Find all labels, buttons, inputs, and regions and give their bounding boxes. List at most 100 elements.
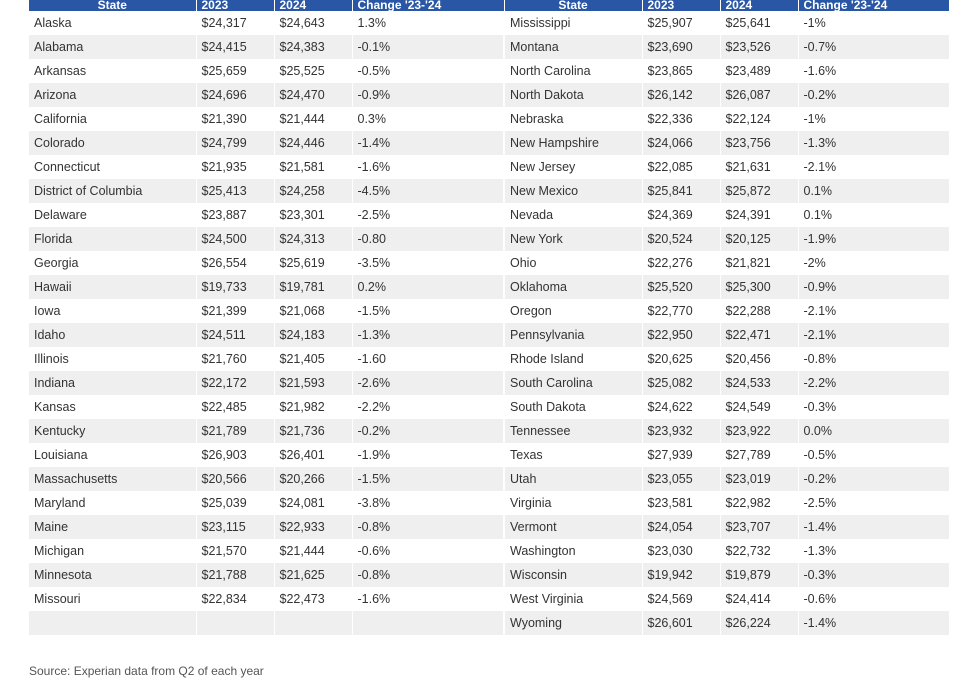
table-row: Michigan $21,570 $21,444 -0.6% Washington $23… (29, 539, 950, 563)
cell-y2023-right: $22,085 (642, 155, 721, 179)
cell-y2024-right: $21,631 (720, 155, 799, 179)
table-row: Arizona $24,696 $24,470 -0.9% North Dakota $2… (29, 83, 950, 107)
table-row: Wyoming $26,601 $26,224 -1.4% (29, 611, 950, 635)
cell-y2023-left: $24,696 (196, 83, 275, 107)
cell-change-right: -2.1% (798, 155, 950, 179)
cell-y2023-left: $25,659 (196, 59, 275, 83)
cell-change-left: -1.6% (352, 155, 505, 179)
cell-change-right: -0.6% (798, 587, 950, 611)
cell-y2023-left: $23,115 (196, 515, 275, 539)
cell-y2024-left: $21,581 (274, 155, 353, 179)
cell-y2024-left (274, 611, 353, 635)
header-state-right: State (504, 0, 643, 11)
cell-state-right: New Jersey (504, 155, 643, 179)
table-row: Maryland $25,039 $24,081 -3.8% Virginia $23,5… (29, 491, 950, 515)
cell-y2023-right: $23,055 (642, 467, 721, 491)
cell-change-left: -0.80 (352, 227, 505, 251)
table-row: Maine $23,115 $22,933 -0.8% Vermont $24,054 $2… (29, 515, 950, 539)
header-2023-left: 2023 (196, 0, 275, 11)
cell-state-left: District of Columbia (29, 179, 197, 203)
cell-change-left: 0.2% (352, 275, 505, 299)
cell-change-right: -0.2% (798, 83, 950, 107)
cell-y2024-right: $27,789 (720, 443, 799, 467)
cell-state-left: Minnesota (29, 563, 197, 587)
cell-y2023-right: $23,932 (642, 419, 721, 443)
cell-change-left (352, 611, 505, 635)
cell-change-left: -1.9% (352, 443, 505, 467)
cell-y2023-left: $23,887 (196, 203, 275, 227)
cell-state-right: South Dakota (504, 395, 643, 419)
cell-y2024-right: $22,124 (720, 107, 799, 131)
cell-y2024-right: $24,414 (720, 587, 799, 611)
cell-y2023-left: $21,570 (196, 539, 275, 563)
cell-y2024-left: $21,405 (274, 347, 353, 371)
cell-y2023-left: $21,760 (196, 347, 275, 371)
cell-y2023-right: $24,369 (642, 203, 721, 227)
cell-y2023-right: $23,865 (642, 59, 721, 83)
cell-state-left: Connecticut (29, 155, 197, 179)
table-row: Arkansas $25,659 $25,525 -0.5% North Carolin… (29, 59, 950, 83)
cell-y2024-right: $20,456 (720, 347, 799, 371)
cell-change-left: -0.6% (352, 539, 505, 563)
cell-change-right: -2% (798, 251, 950, 275)
cell-change-left: -0.9% (352, 83, 505, 107)
cell-y2023-left: $22,485 (196, 395, 275, 419)
cell-y2024-left: $26,401 (274, 443, 353, 467)
cell-state-left: Colorado (29, 131, 197, 155)
cell-y2024-right: $20,125 (720, 227, 799, 251)
table-row: Minnesota $21,788 $21,625 -0.8% Wisconsin $19… (29, 563, 950, 587)
cell-y2023-right: $19,942 (642, 563, 721, 587)
cell-state-right: Wisconsin (504, 563, 643, 587)
header-row: State 2023 2024 Change '23-'24 State 202… (29, 0, 950, 11)
cell-y2023-right: $25,520 (642, 275, 721, 299)
cell-state-right: Virginia (504, 491, 643, 515)
table-row: Florida $24,500 $24,313 -0.80 New York $20,52… (29, 227, 950, 251)
cell-change-right: -0.3% (798, 563, 950, 587)
cell-y2023-right: $23,030 (642, 539, 721, 563)
table-row: Iowa $21,399 $21,068 -1.5% Oregon $22,770 $22,… (29, 299, 950, 323)
cell-state-right: Wyoming (504, 611, 643, 635)
cell-y2023-right: $22,276 (642, 251, 721, 275)
cell-change-left: -0.2% (352, 419, 505, 443)
cell-change-left: 0.3% (352, 107, 505, 131)
cell-y2024-left: $24,081 (274, 491, 353, 515)
cell-y2023-left: $25,413 (196, 179, 275, 203)
cell-state-right: New Hampshire (504, 131, 643, 155)
cell-change-right: -1.4% (798, 515, 950, 539)
cell-y2023-left: $21,789 (196, 419, 275, 443)
table-row: California $21,390 $21,444 0.3% Nebraska $22,… (29, 107, 950, 131)
cell-y2024-left: $21,625 (274, 563, 353, 587)
cell-state-right: Utah (504, 467, 643, 491)
cell-y2024-left: $24,258 (274, 179, 353, 203)
cell-y2024-right: $23,526 (720, 35, 799, 59)
cell-state-right: South Carolina (504, 371, 643, 395)
cell-y2024-left: $19,781 (274, 275, 353, 299)
cell-y2023-left: $24,415 (196, 35, 275, 59)
table-row: Kansas $22,485 $21,982 -2.2% South Dakota $24… (29, 395, 950, 419)
cell-y2023-right: $24,054 (642, 515, 721, 539)
cell-y2024-left: $24,446 (274, 131, 353, 155)
cell-change-left: -1.5% (352, 299, 505, 323)
cell-y2023-right: $25,082 (642, 371, 721, 395)
table-row: Illinois $21,760 $21,405 -1.60 Rhode Island $… (29, 347, 950, 371)
cell-change-left: -3.8% (352, 491, 505, 515)
cell-state-left: Hawaii (29, 275, 197, 299)
cell-y2024-right: $25,872 (720, 179, 799, 203)
table-row: Georgia $26,554 $25,619 -3.5% Ohio $22,276 $21… (29, 251, 950, 275)
cell-y2024-right: $22,288 (720, 299, 799, 323)
cell-y2023-left: $24,500 (196, 227, 275, 251)
cell-y2023-right: $22,950 (642, 323, 721, 347)
cell-state-right: Mississippi (504, 11, 643, 35)
cell-change-left: -0.5% (352, 59, 505, 83)
cell-change-left: -1.5% (352, 467, 505, 491)
cell-state-left: Louisiana (29, 443, 197, 467)
cell-change-right: 0.1% (798, 203, 950, 227)
cell-y2024-right: $23,922 (720, 419, 799, 443)
header-2023-right: 2023 (642, 0, 721, 11)
cell-y2023-right: $22,336 (642, 107, 721, 131)
cell-change-left: -1.3% (352, 323, 505, 347)
cell-state-left: Georgia (29, 251, 197, 275)
header-state-left: State (29, 0, 197, 11)
cell-y2023-left: $24,511 (196, 323, 275, 347)
cell-y2023-right: $23,690 (642, 35, 721, 59)
